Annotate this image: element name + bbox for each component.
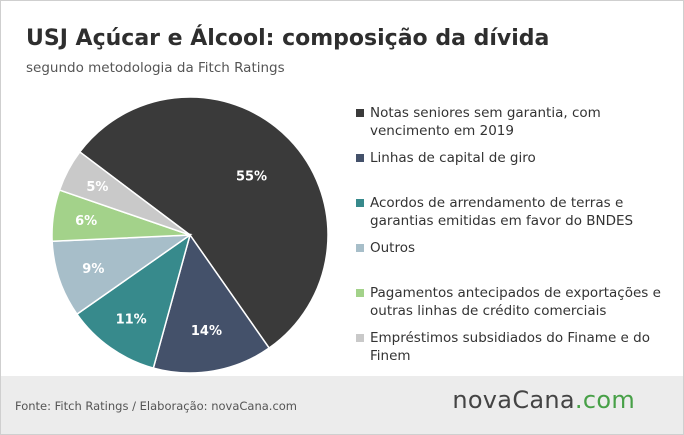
chart-title: USJ Açúcar e Álcool: composição da dívid… [26, 26, 550, 51]
legend-swatch-4 [356, 244, 364, 252]
slice-label-6: 5% [86, 180, 108, 195]
legend-item-1: Notas seniores sem garantia, com vencime… [356, 104, 674, 140]
legend-label-4: Outros [370, 240, 416, 256]
pie-slice-6 [58, 150, 191, 236]
legend-label-6: Empréstimos subsidiados do Finame e do F… [370, 330, 650, 364]
slice-label-5: 6% [75, 214, 97, 229]
legend-item-3: Acordos de arrendamento de terras e gara… [356, 194, 674, 230]
novacana-logo: novaCana.com [452, 386, 635, 414]
slice-label-4: 9% [82, 262, 104, 277]
legend-label-5: Pagamentos antecipados de exportações e … [370, 285, 661, 319]
chart-subtitle: segundo metodologia da Fitch Ratings [26, 60, 285, 76]
legend-label-1: Notas seniores sem garantia, com vencime… [370, 105, 601, 139]
slice-label-3: 11% [116, 312, 147, 327]
legend-label-3: Acordos de arrendamento de terras e gara… [370, 195, 634, 229]
slice-label-2: 14% [191, 324, 222, 339]
legend-item-6: Empréstimos subsidiados do Finame e do F… [356, 329, 674, 365]
legend-swatch-5 [356, 289, 364, 297]
legend-label-2: Linhas de capital de giro [370, 150, 536, 166]
legend-swatch-1 [356, 109, 364, 117]
slice-label-1: 55% [236, 170, 267, 185]
pie-slice-1 [78, 96, 329, 350]
pie-chart: 55% 14% 11% 9% 6% 5% [51, 96, 329, 374]
pie-slice-3 [75, 233, 192, 369]
pie-slice-2 [152, 233, 271, 374]
legend-item-4: Outros [356, 239, 415, 257]
legend-swatch-3 [356, 199, 364, 207]
legend-swatch-6 [356, 334, 364, 342]
legend-swatch-2 [356, 154, 364, 162]
legend-item-2: Linhas de capital de giro [356, 149, 536, 167]
source-note: Fonte: Fitch Ratings / Elaboração: novaC… [15, 399, 298, 413]
footer: Fonte: Fitch Ratings / Elaboração: novaC… [1, 376, 683, 434]
legend-item-5: Pagamentos antecipados de exportações e … [356, 284, 674, 320]
